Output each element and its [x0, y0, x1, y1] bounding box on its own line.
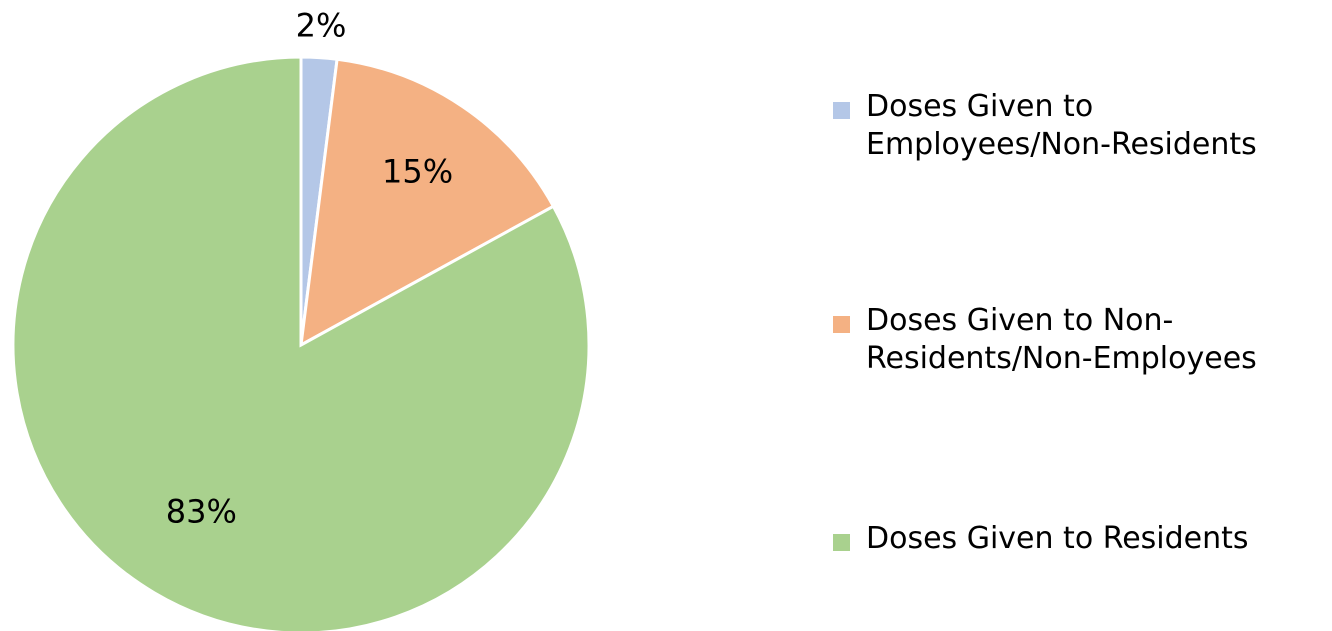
data-label: 15%	[382, 152, 453, 190]
legend-label: Doses Given to Residents	[866, 521, 1249, 556]
pie-slice	[11, 55, 591, 631]
legend-swatch	[833, 316, 850, 333]
legend-swatch	[833, 102, 850, 119]
legend-item: Doses Given to Employees/Non-Residents	[833, 88, 1328, 164]
legend-label: Doses Given to Non-Residents/Non-Employe…	[866, 303, 1257, 376]
pie-slice	[299, 57, 556, 348]
legend-label: Doses Given to Employees/Non-Residents	[866, 89, 1257, 162]
chart: 2% 15% 83%	[11, 7, 591, 631]
data-label: 2%	[296, 7, 347, 45]
legend-item: Doses Given to Residents	[833, 520, 1328, 558]
legend-item: Doses Given to Non-Residents/Non-Employe…	[833, 302, 1328, 378]
data-label: 83%	[166, 493, 237, 531]
legend-swatch	[833, 534, 850, 551]
